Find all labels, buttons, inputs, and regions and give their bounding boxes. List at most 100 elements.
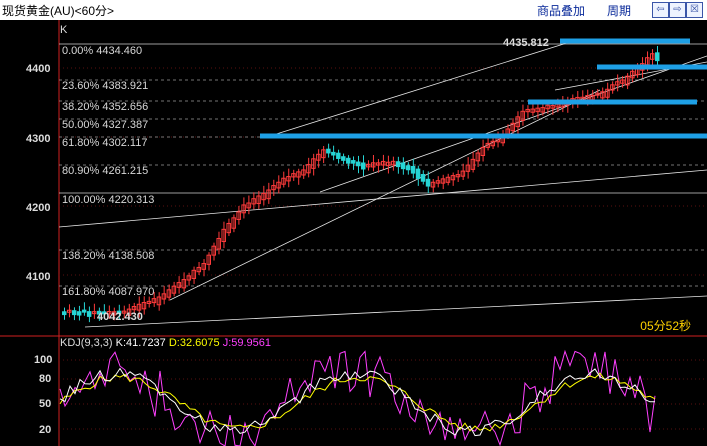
candle-body	[281, 177, 286, 185]
candle-body	[276, 181, 281, 189]
candle-body	[311, 158, 316, 169]
candle-body	[196, 266, 202, 273]
candle-body	[331, 151, 336, 156]
candle-body	[106, 311, 112, 315]
candle-body	[146, 300, 152, 304]
kdj-readout: KDJ(9,3,3) K:41.7237 D:32.6075 J:59.9561	[60, 337, 271, 349]
y-tick-4300: 4300	[26, 133, 51, 145]
candle-body	[62, 311, 67, 316]
candle-body	[216, 237, 221, 250]
candle-body	[620, 79, 625, 84]
candle-body	[231, 217, 236, 229]
candle-body	[161, 293, 167, 300]
candle-body	[236, 211, 241, 220]
candle-body	[266, 189, 271, 200]
candle-body	[326, 148, 331, 154]
candle-body	[445, 176, 451, 183]
candle-body	[550, 104, 555, 109]
kdj-tick-80: 80	[39, 373, 52, 385]
close-icon[interactable]: ☒	[686, 2, 703, 18]
candle-body	[430, 181, 436, 188]
candle-body	[351, 160, 356, 164]
candle-body	[605, 88, 610, 98]
fib-level-236: 23.60% 4383.921	[62, 80, 149, 92]
candle-body	[201, 263, 207, 270]
fib-level-0: 0.00% 4434.460	[62, 45, 143, 57]
candle-body	[395, 161, 401, 168]
fib-level-618: 61.80% 4302.117	[62, 137, 148, 149]
title-bar: 现货黄金(AU)<60分> 商品叠加 周期 ⇦ ⇨ ☒	[0, 0, 707, 20]
bar-countdown: 05分52秒	[640, 319, 691, 333]
candle-body	[81, 309, 87, 313]
candle-body	[206, 254, 211, 265]
candle-body	[166, 289, 172, 298]
kdj-tick-20: 20	[39, 424, 52, 436]
fib-level-1382: 138.20% 4138.508	[62, 250, 155, 262]
candle-body	[615, 81, 620, 86]
candle-body	[306, 164, 311, 174]
candle-body	[111, 311, 117, 316]
kdj-j-line	[59, 349, 656, 446]
kdj-tick-50: 50	[39, 398, 52, 410]
candle-body	[370, 162, 376, 168]
candle-body	[540, 107, 545, 113]
period-menu[interactable]: 周期	[607, 4, 632, 18]
fib-level-1000: 100.00% 4220.313	[62, 194, 155, 206]
candle-body	[126, 308, 132, 316]
candle-body	[246, 202, 251, 209]
candle-body	[91, 311, 97, 315]
candle-body	[535, 107, 540, 113]
candle-body	[465, 164, 471, 172]
candle-body	[71, 310, 77, 316]
low-price-label: 4042.430	[97, 311, 143, 323]
kdj-indicator-chart[interactable]	[0, 337, 707, 446]
candle-body	[191, 269, 197, 279]
candle-body	[425, 178, 431, 187]
candle-body	[630, 70, 635, 79]
candle-body	[530, 108, 535, 113]
trend-line	[269, 41, 571, 137]
candle-body	[361, 162, 366, 170]
candle-body	[316, 153, 321, 161]
prev-icon[interactable]: ⇦	[652, 2, 669, 18]
candle-body	[211, 245, 216, 256]
next-icon[interactable]: ⇨	[669, 2, 686, 18]
candle-body	[271, 185, 276, 191]
candle-body	[96, 310, 102, 315]
candle-body	[475, 152, 481, 162]
chart-title: 现货黄金(AU)<60分>	[2, 4, 115, 18]
candle-body	[151, 298, 157, 304]
candle-body	[341, 156, 346, 161]
candlestick-chart[interactable]	[0, 20, 707, 337]
fib-level-1618: 161.80% 4087.970	[62, 286, 155, 298]
candle-body	[420, 174, 426, 182]
candle-body	[141, 302, 147, 310]
candle-body	[291, 173, 296, 178]
fib-level-382: 38.20% 4352.656	[62, 101, 149, 113]
overlay-product-menu[interactable]: 商品叠加	[537, 4, 586, 18]
candle-body	[256, 195, 261, 205]
candle-body	[356, 161, 361, 167]
candle-body	[515, 116, 520, 128]
candle-body	[400, 162, 406, 170]
fib-level-809: 80.90% 4261.215	[62, 165, 149, 177]
candle-body	[455, 174, 461, 178]
candle-body	[450, 175, 456, 181]
candle-body	[171, 285, 177, 294]
candle-body	[121, 310, 127, 314]
kdj-name: KDJ(9,3,3)	[60, 337, 113, 349]
kdj-tick-100: 100	[34, 354, 53, 366]
candle-body	[470, 158, 476, 170]
candle-body	[251, 198, 256, 205]
y-tick-4100: 4100	[26, 271, 51, 283]
candle-body	[460, 170, 466, 177]
candle-body	[261, 192, 266, 201]
trend-line	[84, 295, 707, 328]
candle-body	[610, 84, 615, 91]
candle-body	[101, 311, 107, 315]
candle-body	[410, 165, 416, 174]
candle-body	[625, 75, 630, 86]
candle-body	[405, 165, 411, 171]
trend-line	[58, 169, 707, 228]
candle-body	[380, 160, 386, 166]
